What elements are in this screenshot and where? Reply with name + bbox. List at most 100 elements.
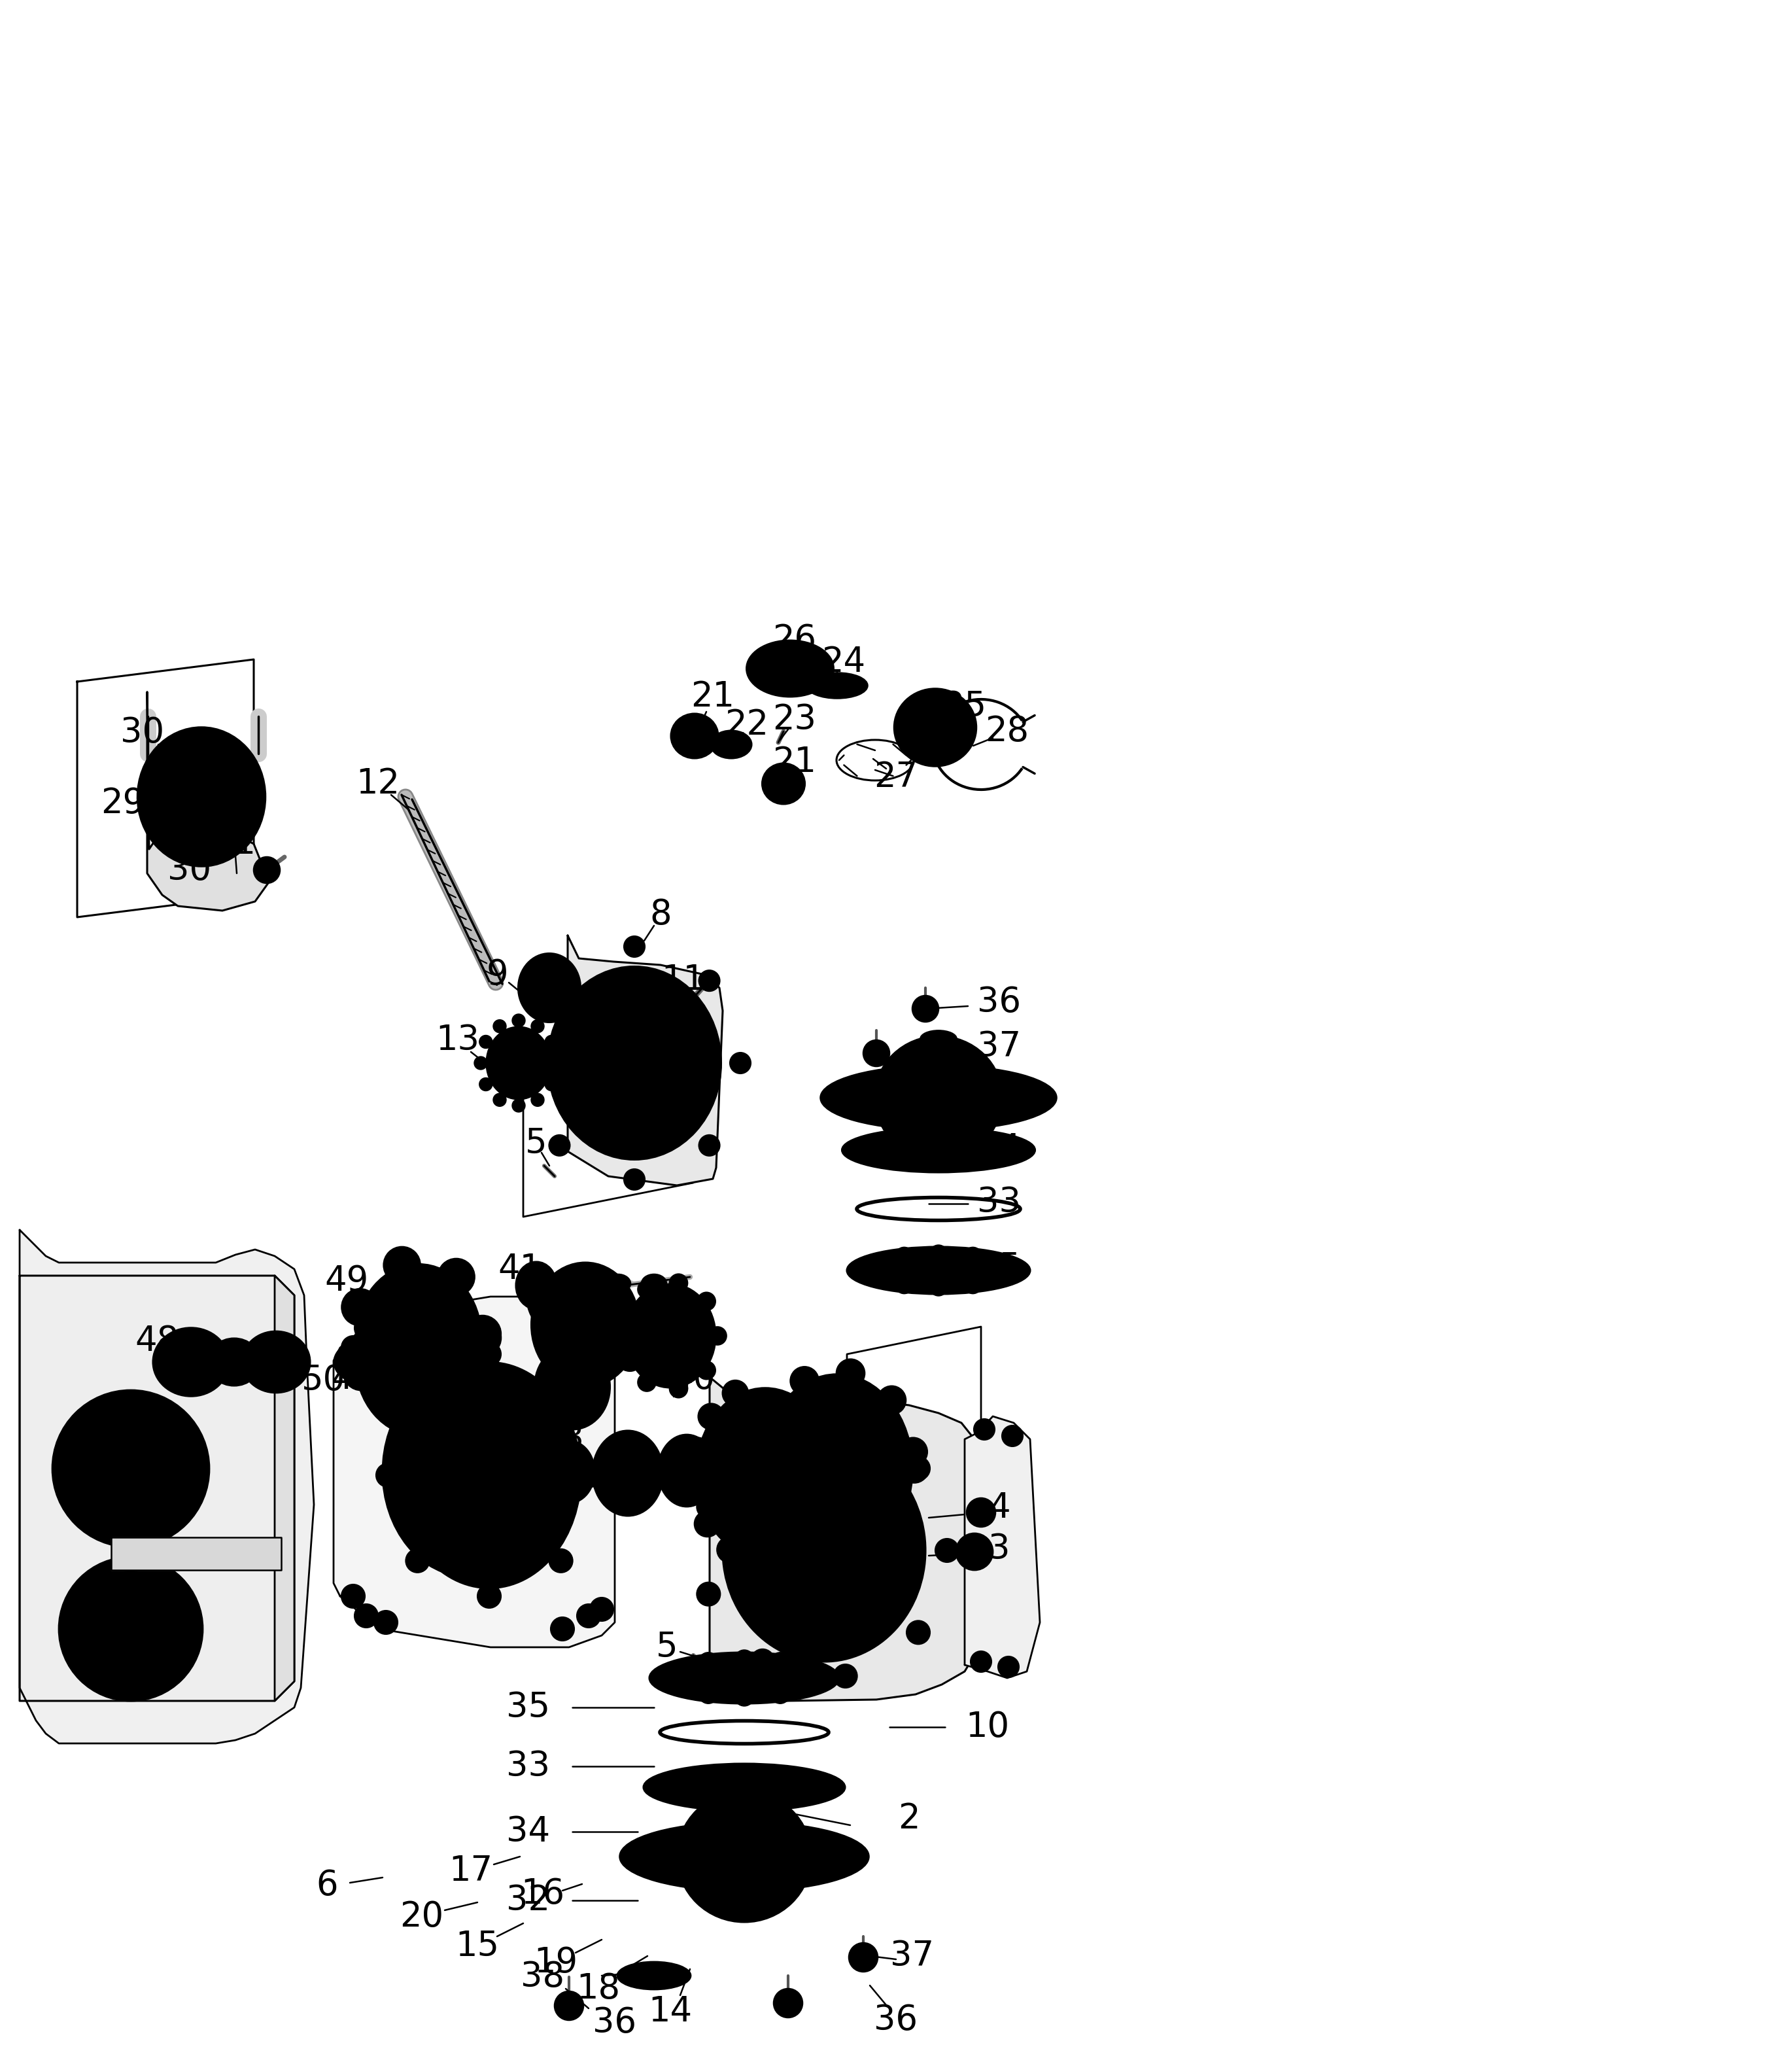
Circle shape [966,1499,995,1526]
Text: 31: 31 [211,827,256,862]
Polygon shape [333,1297,615,1648]
Text: 7: 7 [794,1429,815,1462]
Ellipse shape [620,1823,869,1891]
Ellipse shape [333,1340,392,1384]
Polygon shape [147,693,269,911]
Circle shape [616,1344,636,1363]
Ellipse shape [516,1262,557,1309]
Ellipse shape [554,1452,584,1491]
Circle shape [624,1169,645,1190]
Ellipse shape [869,1254,1007,1287]
Ellipse shape [371,1307,466,1419]
Circle shape [717,1536,744,1563]
Circle shape [735,1687,754,1705]
Text: 29: 29 [100,786,145,821]
Ellipse shape [52,1390,210,1546]
Circle shape [672,1660,692,1678]
Circle shape [745,1462,774,1491]
Circle shape [554,1992,584,2021]
Ellipse shape [762,763,805,804]
Text: 5: 5 [525,1126,547,1161]
Text: 8: 8 [649,897,672,932]
Text: 38: 38 [521,1961,564,1994]
Circle shape [342,1336,366,1359]
Bar [729,1802,762,1862]
Text: 17: 17 [450,1854,493,1889]
Circle shape [806,1668,826,1689]
Circle shape [774,1988,803,2017]
Text: 24: 24 [823,645,866,678]
Text: 23: 23 [772,703,817,736]
Text: 6: 6 [315,1868,339,1903]
Circle shape [751,1650,774,1672]
Text: 36: 36 [593,2006,636,2039]
Polygon shape [710,1377,975,1701]
Circle shape [771,1685,790,1703]
Text: 13: 13 [435,1023,480,1058]
Ellipse shape [606,1318,643,1371]
Ellipse shape [547,1357,599,1417]
Ellipse shape [570,992,699,1134]
Circle shape [441,1377,477,1415]
Ellipse shape [747,641,833,697]
Ellipse shape [518,953,581,1023]
Ellipse shape [781,1400,892,1538]
Circle shape [685,1437,710,1464]
Text: 43: 43 [541,1423,584,1456]
Circle shape [803,1549,831,1577]
Text: 27: 27 [874,761,918,794]
Text: 12: 12 [357,767,400,800]
Circle shape [989,1254,1007,1272]
Text: 49: 49 [324,1264,369,1297]
Ellipse shape [649,1652,839,1703]
Circle shape [475,1056,487,1070]
Circle shape [383,1248,421,1283]
Ellipse shape [138,728,265,866]
Circle shape [894,1276,914,1293]
Ellipse shape [242,1332,310,1392]
Circle shape [900,1454,928,1483]
Ellipse shape [606,1274,631,1293]
Circle shape [548,971,570,992]
Ellipse shape [165,1338,217,1386]
Circle shape [550,1299,573,1324]
Circle shape [518,1052,539,1074]
Text: 2: 2 [898,1802,919,1835]
Text: 34: 34 [507,1815,550,1850]
Circle shape [590,1598,613,1621]
Text: 26: 26 [772,623,817,658]
Ellipse shape [711,730,751,759]
Circle shape [342,1289,378,1326]
Ellipse shape [874,1037,1002,1159]
Circle shape [833,1412,857,1437]
Text: 41: 41 [498,1252,541,1287]
Circle shape [697,1293,715,1311]
Circle shape [636,1965,656,1986]
Ellipse shape [672,1660,815,1695]
Circle shape [530,1021,545,1033]
Circle shape [989,1270,1007,1289]
Circle shape [722,1379,749,1406]
Circle shape [697,1582,720,1606]
Text: 50: 50 [301,1363,346,1398]
Circle shape [548,1549,573,1573]
Circle shape [797,1660,817,1678]
Circle shape [697,1361,715,1379]
Ellipse shape [670,713,719,759]
Ellipse shape [921,1031,957,1047]
Circle shape [638,1373,656,1392]
Circle shape [930,1278,948,1295]
Text: 40: 40 [672,1363,715,1396]
Circle shape [405,1377,430,1402]
Circle shape [624,936,645,957]
Ellipse shape [595,1021,674,1105]
Ellipse shape [534,1344,609,1429]
Circle shape [464,1316,502,1353]
Circle shape [763,1516,792,1544]
Ellipse shape [848,1248,1030,1295]
Polygon shape [20,1229,314,1742]
Circle shape [900,1437,928,1466]
Text: 10: 10 [966,1709,1009,1744]
Ellipse shape [821,1066,1055,1130]
Circle shape [769,1460,801,1493]
